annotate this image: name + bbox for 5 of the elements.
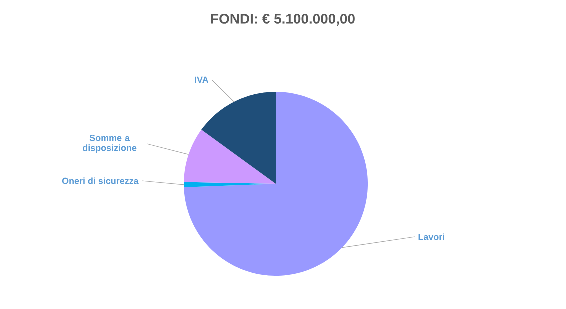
slice-label: IVA	[195, 76, 209, 84]
slice-label: Lavori	[418, 234, 444, 240]
chart-title: FONDI: € 5.100.000,00	[211, 14, 355, 26]
slice-label: Somme a disposizione	[83, 134, 137, 154]
slice-label: Oneri di sicurezza	[62, 178, 139, 184]
